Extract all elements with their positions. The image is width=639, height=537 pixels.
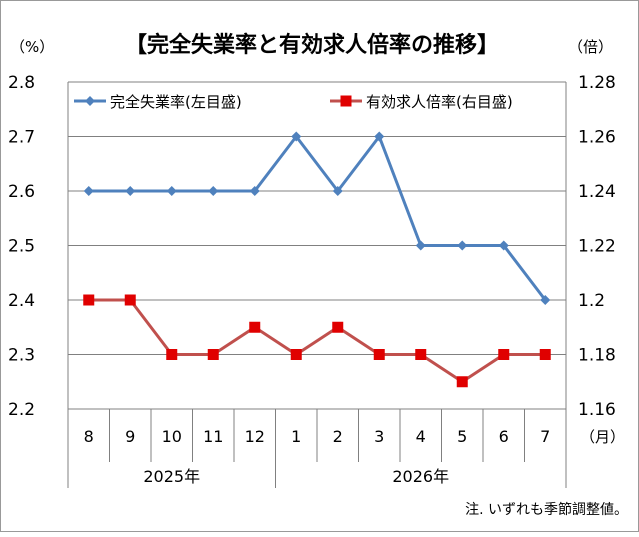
unemployment-rate-point: [415, 240, 426, 251]
category-label: 10: [162, 427, 182, 446]
legend-unemployment-marker: [85, 96, 95, 106]
unemployment-rate-point: [457, 240, 468, 251]
right-tick-label: 1.16: [578, 400, 616, 420]
left-tick-label: 2.6: [8, 182, 35, 202]
right-axis-unit: （倍）: [568, 38, 613, 56]
category-label: 6: [499, 427, 509, 446]
legend-job-ratio-marker: [340, 95, 352, 107]
unemployment-rate-line: [88, 135, 547, 301]
job-ratio-point: [166, 349, 178, 360]
unemployment-rate-point: [374, 131, 385, 142]
job-ratio-line: [88, 298, 546, 384]
left-tick-label: 2.3: [8, 346, 35, 366]
left-axis-unit: （%）: [10, 38, 54, 56]
left-tick-label: 2.2: [8, 400, 35, 420]
right-tick-label: 1.24: [578, 182, 616, 202]
job-ratio-point: [332, 321, 344, 333]
job-ratio-point: [539, 349, 551, 360]
unemployment-rate-point: [291, 131, 302, 142]
year-label: 2026年: [392, 467, 449, 486]
job-ratio-point: [124, 294, 136, 306]
category-label: 8: [84, 427, 94, 446]
category-label: 7: [540, 427, 550, 446]
chart-note: 注. いずれも季節調整値。: [465, 501, 628, 518]
unemployment-rate-point: [208, 186, 219, 196]
unemployment-rate-point: [166, 186, 177, 196]
category-label: 1: [291, 427, 301, 446]
right-tick-label: 1.28: [578, 73, 616, 93]
right-tick-label: 1.18: [578, 346, 616, 366]
right-tick-label: 1.26: [578, 128, 616, 148]
unemployment-rate-point: [125, 186, 136, 196]
right-tick-label: 1.22: [578, 237, 616, 257]
left-tick-label: 2.7: [8, 128, 35, 148]
left-tick-label: 2.4: [8, 291, 35, 311]
category-label: 12: [245, 427, 265, 446]
job-ratio-point: [290, 349, 302, 360]
left-tick-label: 2.8: [8, 73, 35, 93]
job-ratio-point: [373, 349, 385, 360]
unemployment-rate-point: [249, 186, 260, 196]
unemployment-rate-point: [83, 186, 94, 196]
job-ratio-point: [249, 321, 261, 333]
unemployment-rate-point: [332, 186, 343, 196]
category-label: 11: [203, 427, 223, 446]
right-tick-label: 1.2: [578, 291, 605, 311]
job-ratio-point: [498, 349, 510, 360]
unemployment-rate-point: [498, 240, 509, 251]
job-ratio-point: [415, 349, 427, 360]
chart-title: 【完全失業率と有効求人倍率の推移】: [125, 32, 499, 58]
unemployment-rate-point: [540, 295, 551, 305]
job-ratio-point: [207, 349, 219, 360]
year-label: 2025年: [143, 467, 200, 486]
category-label: 3: [374, 427, 384, 446]
legend-job-ratio-label: 有効求人倍率(右目盛): [366, 93, 513, 111]
job-ratio-point: [456, 376, 468, 388]
legend-unemployment-label: 完全失業率(左目盛): [110, 93, 242, 111]
category-label: 5: [457, 427, 467, 446]
job-ratio-point: [83, 294, 95, 306]
category-label: 2: [333, 427, 343, 446]
x-axis-unit: （月）: [580, 428, 625, 446]
left-tick-label: 2.5: [8, 237, 35, 257]
category-label: 4: [416, 427, 426, 446]
plot-area: 2.2 2.3 2.4 2.5 2.6 2.7 2.8 1.16 1.18 1.2 1.22 1.24…: [8, 73, 616, 488]
category-label: 9: [125, 427, 135, 446]
